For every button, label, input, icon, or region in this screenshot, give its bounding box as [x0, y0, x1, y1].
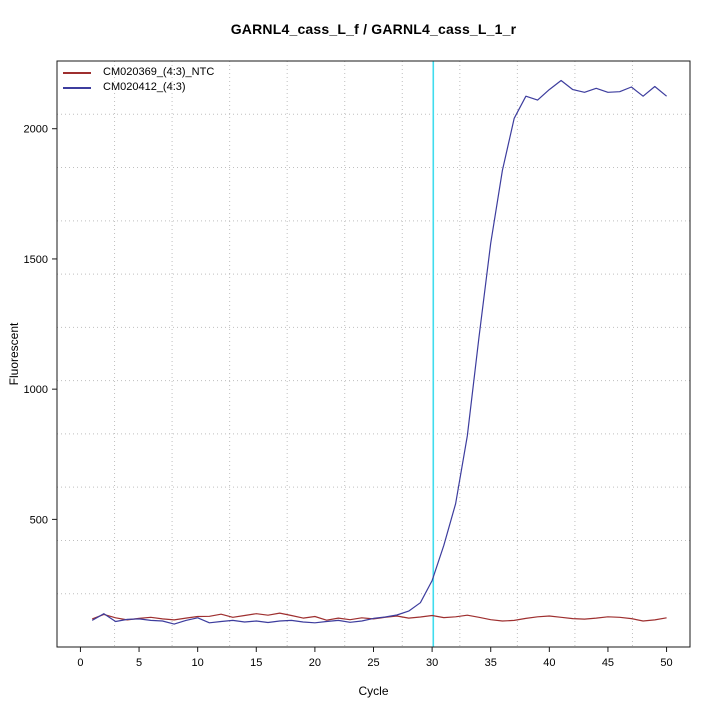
legend-line-sample-ntc [63, 71, 91, 74]
plot-title: GARNL4_cass_L_f / GARNL4_cass_L_1_r [230, 21, 517, 37]
x-tick-label: 25 [367, 657, 379, 669]
x-tick-label: 15 [250, 657, 262, 669]
x-axis-label: Cycle [358, 684, 389, 698]
legend: CM020369_(4:3)_NTC CM020412_(4:3) [63, 65, 214, 95]
x-tick-label: 40 [543, 657, 555, 669]
x-tick-label: 10 [192, 657, 204, 669]
legend-item-sample: CM020412_(4:3) [63, 80, 214, 95]
legend-label-ntc: CM020369_(4:3)_NTC [103, 66, 215, 78]
series-line-0 [91, 612, 667, 622]
x-tick-label: 50 [660, 657, 672, 669]
x-tick-label: 20 [309, 657, 321, 669]
x-tick-label: 45 [602, 657, 614, 669]
plot-box [56, 60, 691, 648]
y-tick-label: 1500 [24, 254, 48, 266]
series-line-1 [91, 79, 667, 625]
x-tick-label: 5 [136, 657, 142, 669]
y-tick-label: 2000 [24, 124, 48, 136]
x-tick-label: 35 [485, 657, 497, 669]
y-tick-label: 1000 [24, 384, 48, 396]
y-tick-label: 500 [30, 514, 48, 526]
legend-label-sample: CM020412_(4:3) [103, 81, 186, 93]
x-tick-label: 0 [77, 657, 83, 669]
legend-item-ntc: CM020369_(4:3)_NTC [63, 65, 214, 80]
legend-line-sample [63, 86, 91, 89]
x-tick-label: 30 [426, 657, 438, 669]
